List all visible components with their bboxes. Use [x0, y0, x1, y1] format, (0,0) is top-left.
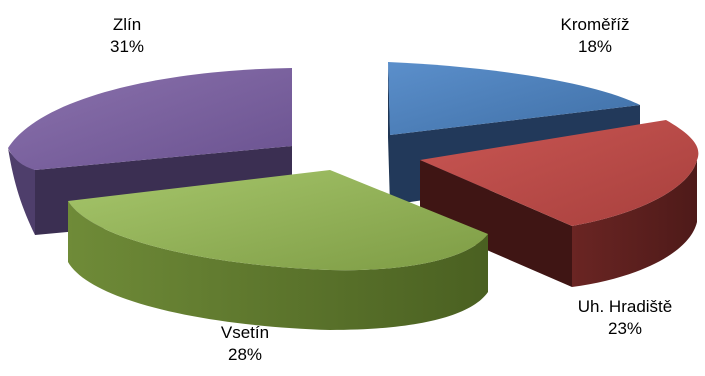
data-label-vsetin-name: Vsetín [220, 323, 270, 342]
slice-vsetin-top [68, 170, 488, 271]
slice-uh-hradiste-inner-wall [420, 160, 572, 287]
data-label-zlin-value: 31% [109, 37, 145, 56]
slice-uh-hradiste-side [572, 160, 697, 287]
slice-uh-hradiste-top [420, 120, 699, 226]
data-label-vsetin: Vsetín 28% [190, 322, 300, 366]
slice-kromeriz-top [388, 62, 640, 135]
data-label-uh-hradiste-name: Uh. Hradiště [577, 297, 673, 316]
data-label-uh-hradiste-value: 23% [607, 319, 643, 338]
slice-vsetin-side [68, 201, 488, 330]
data-label-zlin-name: Zlín [112, 15, 142, 34]
slice-kromeriz-side-left [388, 62, 390, 205]
slice-zlin-side [8, 148, 35, 235]
data-label-kromeriz-name: Kroměříž [560, 15, 630, 34]
slice-zlin-top [8, 68, 292, 170]
data-label-uh-hradiste: Uh. Hradiště 23% [555, 296, 695, 340]
data-label-kromeriz: Kroměříž 18% [525, 14, 665, 58]
data-label-vsetin-value: 28% [227, 345, 263, 364]
slice-uh-hradiste [420, 120, 699, 287]
data-label-kromeriz-value: 18% [577, 37, 613, 56]
data-label-zlin: Zlín 31% [82, 14, 172, 58]
slice-vsetin [68, 170, 488, 330]
